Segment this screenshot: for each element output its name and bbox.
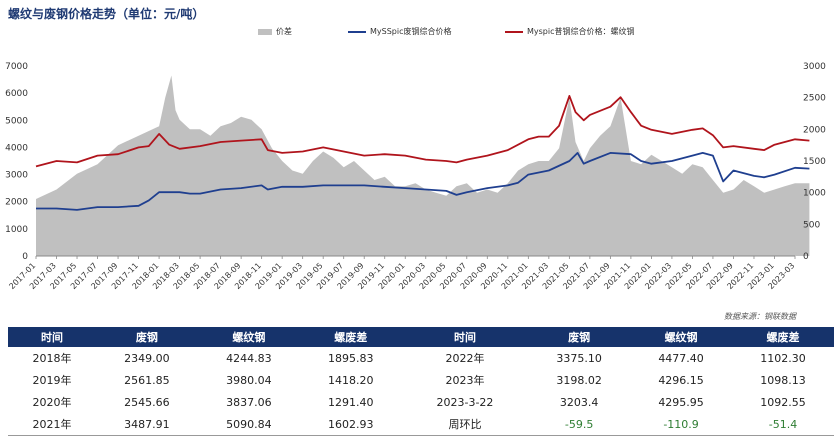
table-cell: 2020年 <box>32 396 72 409</box>
right-axis-tick-label: 1500 <box>803 157 826 167</box>
table-cell: 3837.06 <box>226 395 272 409</box>
left-axis-tick-label: 3000 <box>5 171 28 181</box>
table-cell: 3375.10 <box>556 351 602 365</box>
header-rebar-left: 螺纹钢 <box>197 327 300 347</box>
table-cell-change: -59.5 <box>528 413 631 436</box>
table-header-row: 时间 废钢 螺纹钢 螺废差 时间 废钢 螺纹钢 螺废差 <box>8 327 834 347</box>
table-cell: 2021年 <box>8 413 96 436</box>
table-cell-change: -110.9 <box>630 413 733 436</box>
right-axis-tick-label: 2000 <box>803 125 826 135</box>
table-cell: 1098.13 <box>760 373 806 387</box>
right-axis-tick-label: 500 <box>803 220 820 230</box>
table-row: 2021年 3487.91 5090.84 1602.93 周环比 -59.5 … <box>8 413 834 436</box>
right-axis-tick-label: 0 <box>803 252 809 262</box>
table-cell: 1895.83 <box>328 351 374 365</box>
table-cell: 1102.30 <box>760 351 806 365</box>
legend-item-rebar: Myspic普钢综合价格：螺纹钢 <box>505 26 635 37</box>
table-cell: 4244.83 <box>226 351 272 365</box>
table-cell: 2023-3-22 <box>436 395 494 409</box>
table-cell: 3198.02 <box>556 373 602 387</box>
header-scrap-left: 废钢 <box>95 327 198 347</box>
left-axis-tick-label: 1000 <box>5 225 28 235</box>
price-chart: 0 1000 2000 3000 4000 5000 6000 7000 0 500 1000 150… <box>5 62 826 291</box>
right-axis-tick-label: 2500 <box>803 94 826 104</box>
legend-swatch-rebar <box>505 30 523 33</box>
table-cell: 3487.91 <box>95 413 198 436</box>
legend-label-scrap: MySSpic废钢综合价格 <box>370 27 452 36</box>
left-axis-tick-label: 2000 <box>5 198 28 208</box>
table-cell: 1418.20 <box>328 373 374 387</box>
legend-label-rebar: Myspic普钢综合价格：螺纹钢 <box>527 27 635 36</box>
data-source-note: 数据来源：钢联数据 <box>724 312 796 321</box>
table-cell: 1291.40 <box>328 395 374 409</box>
legend-item-scrap: MySSpic废钢综合价格 <box>348 26 452 37</box>
legend-swatch-spread <box>258 28 272 35</box>
price-table: 时间 废钢 螺纹钢 螺废差 时间 废钢 螺纹钢 螺废差 2018年 2349.0… <box>8 327 834 436</box>
table-cell: 2023年 <box>445 374 485 387</box>
table-cell: 2018年 <box>32 352 72 365</box>
left-axis-tick-label: 4000 <box>5 143 28 153</box>
table-cell: 3980.04 <box>226 373 272 387</box>
table-cell: 2019年 <box>32 374 72 387</box>
chart-legend: 价差 MySSpic废钢综合价格 Myspic普钢综合价格：螺纹钢 <box>0 26 838 40</box>
table-row: 2018年 2349.00 4244.83 1895.83 2022年 3375… <box>8 347 834 369</box>
table-cell: 5090.84 <box>197 413 300 436</box>
table-cell: 1092.55 <box>760 395 806 409</box>
left-axis-tick-label: 7000 <box>5 62 28 72</box>
right-axis-tick-label: 1000 <box>803 189 826 199</box>
table-cell: 4477.40 <box>658 351 704 365</box>
header-scrap-right: 废钢 <box>528 327 631 347</box>
right-axis-tick-label: 3000 <box>803 62 826 72</box>
chart-title: 螺纹与废钢价格走势（单位：元/吨） <box>8 7 205 21</box>
rebar-price-line <box>35 95 810 168</box>
header-time-left: 时间 <box>8 327 96 347</box>
spread-area-series <box>36 75 810 256</box>
table-cell: 周环比 <box>401 413 529 436</box>
table-cell: 4295.95 <box>658 395 704 409</box>
scrap-price-line <box>36 152 810 211</box>
legend-swatch-scrap <box>348 30 366 33</box>
table-row: 2019年 2561.85 3980.04 1418.20 2023年 3198… <box>8 369 834 391</box>
table-cell: 1602.93 <box>299 413 402 436</box>
left-axis-tick-label: 0 <box>22 252 28 262</box>
header-spread-right: 螺废差 <box>732 327 834 347</box>
table-cell: 2349.00 <box>124 351 170 365</box>
table-cell-change: -51.4 <box>732 413 834 436</box>
header-time-right: 时间 <box>401 327 529 347</box>
table-cell: 2545.66 <box>124 395 170 409</box>
left-axis-tick-label: 6000 <box>5 89 28 99</box>
table-cell: 3203.4 <box>559 395 599 409</box>
header-rebar-right: 螺纹钢 <box>630 327 733 347</box>
table-row: 2020年 2545.66 3837.06 1291.40 2023-3-22 … <box>8 391 834 413</box>
legend-item-spread: 价差 <box>258 26 292 37</box>
table-cell: 2022年 <box>445 352 485 365</box>
table-cell: 2561.85 <box>124 373 170 387</box>
left-axis-tick-label: 5000 <box>5 116 28 126</box>
legend-label-spread: 价差 <box>276 27 292 36</box>
table-cell: 4296.15 <box>658 373 704 387</box>
header-spread-left: 螺废差 <box>299 327 402 347</box>
